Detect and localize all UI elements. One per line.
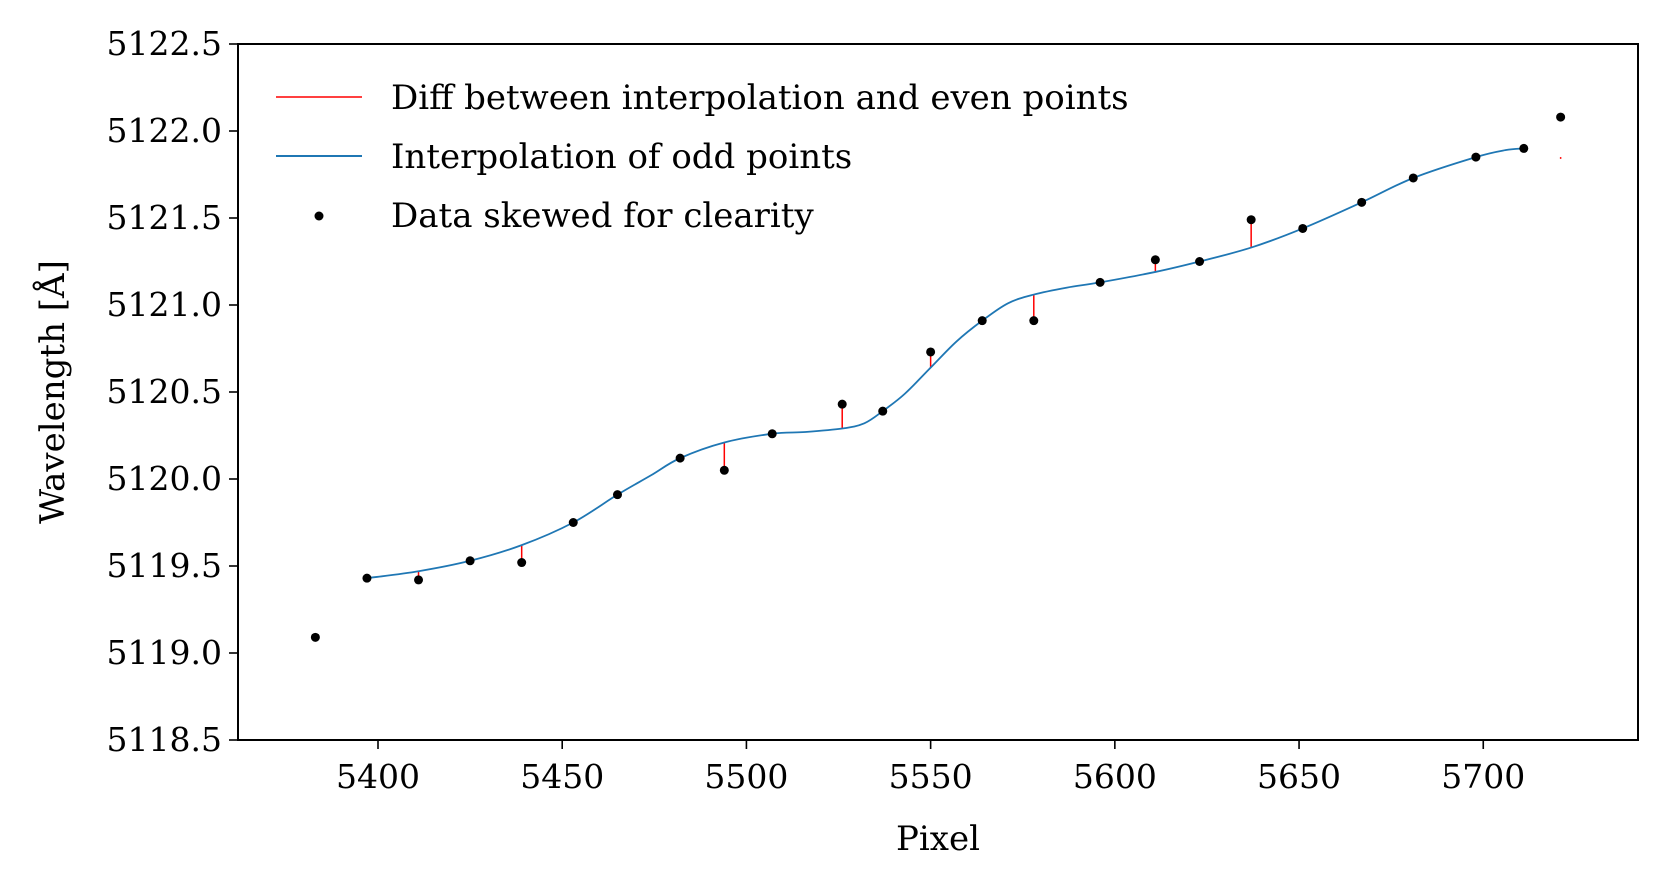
- legend-label-data: Data skewed for clearity: [391, 196, 814, 236]
- legend: Diff between interpolation and even poin…: [276, 78, 1129, 236]
- data-point: [1298, 223, 1308, 233]
- legend-swatch-data: [314, 211, 324, 221]
- y-tick-label: 5122.5: [107, 24, 222, 63]
- data-point: [1357, 197, 1367, 207]
- x-tick-label: 5700: [1441, 757, 1525, 796]
- data-point: [926, 347, 936, 357]
- data-point: [675, 453, 685, 463]
- x-axis-label: Pixel: [896, 819, 980, 859]
- data-point: [310, 632, 320, 642]
- data-point: [1246, 215, 1256, 225]
- x-tick-label: 5600: [1073, 757, 1157, 796]
- y-tick-label: 5121.5: [107, 198, 222, 237]
- data-point: [1195, 257, 1205, 266]
- x-tick-label: 5450: [520, 757, 604, 796]
- data-point: [837, 399, 847, 409]
- plot-area: [310, 112, 1566, 642]
- data-point: [362, 573, 372, 583]
- data-point: [1471, 152, 1481, 162]
- axes-ticks: 5400 5450 5500 5550 5600 5650 5700 5118.5 5119.0…: [107, 24, 1526, 796]
- data-point: [612, 490, 622, 500]
- y-tick-label: 5122.0: [107, 111, 222, 150]
- data-point: [414, 575, 424, 585]
- data-point: [767, 429, 777, 439]
- data-point: [1029, 316, 1039, 326]
- data-point: [1150, 255, 1160, 265]
- legend-label-interpolation: Interpolation of odd points: [391, 137, 852, 177]
- y-tick-label: 5119.5: [107, 546, 222, 585]
- data-point: [517, 558, 527, 568]
- data-point: [1519, 143, 1529, 153]
- x-tick-label: 5500: [704, 757, 788, 796]
- data-point: [1408, 173, 1418, 183]
- data-point: [465, 556, 475, 566]
- x-tick-label: 5550: [889, 757, 973, 796]
- y-tick-label: 5119.0: [107, 633, 222, 672]
- data-point: [977, 316, 987, 326]
- data-point: [568, 518, 578, 527]
- y-tick-label: 5120.0: [107, 459, 222, 498]
- y-tick-label: 5118.5: [107, 720, 222, 759]
- x-tick-label: 5650: [1257, 757, 1341, 796]
- data-point: [1095, 277, 1105, 287]
- y-tick-label: 5121.0: [107, 285, 222, 324]
- x-tick-label: 5400: [336, 757, 420, 796]
- legend-label-diff: Diff between interpolation and even poin…: [391, 78, 1129, 118]
- y-axis-label: Wavelength [Å]: [32, 260, 73, 524]
- data-point: [878, 406, 888, 416]
- data-point: [719, 465, 729, 475]
- y-tick-label: 5120.5: [107, 372, 222, 411]
- data-point: [1556, 112, 1566, 122]
